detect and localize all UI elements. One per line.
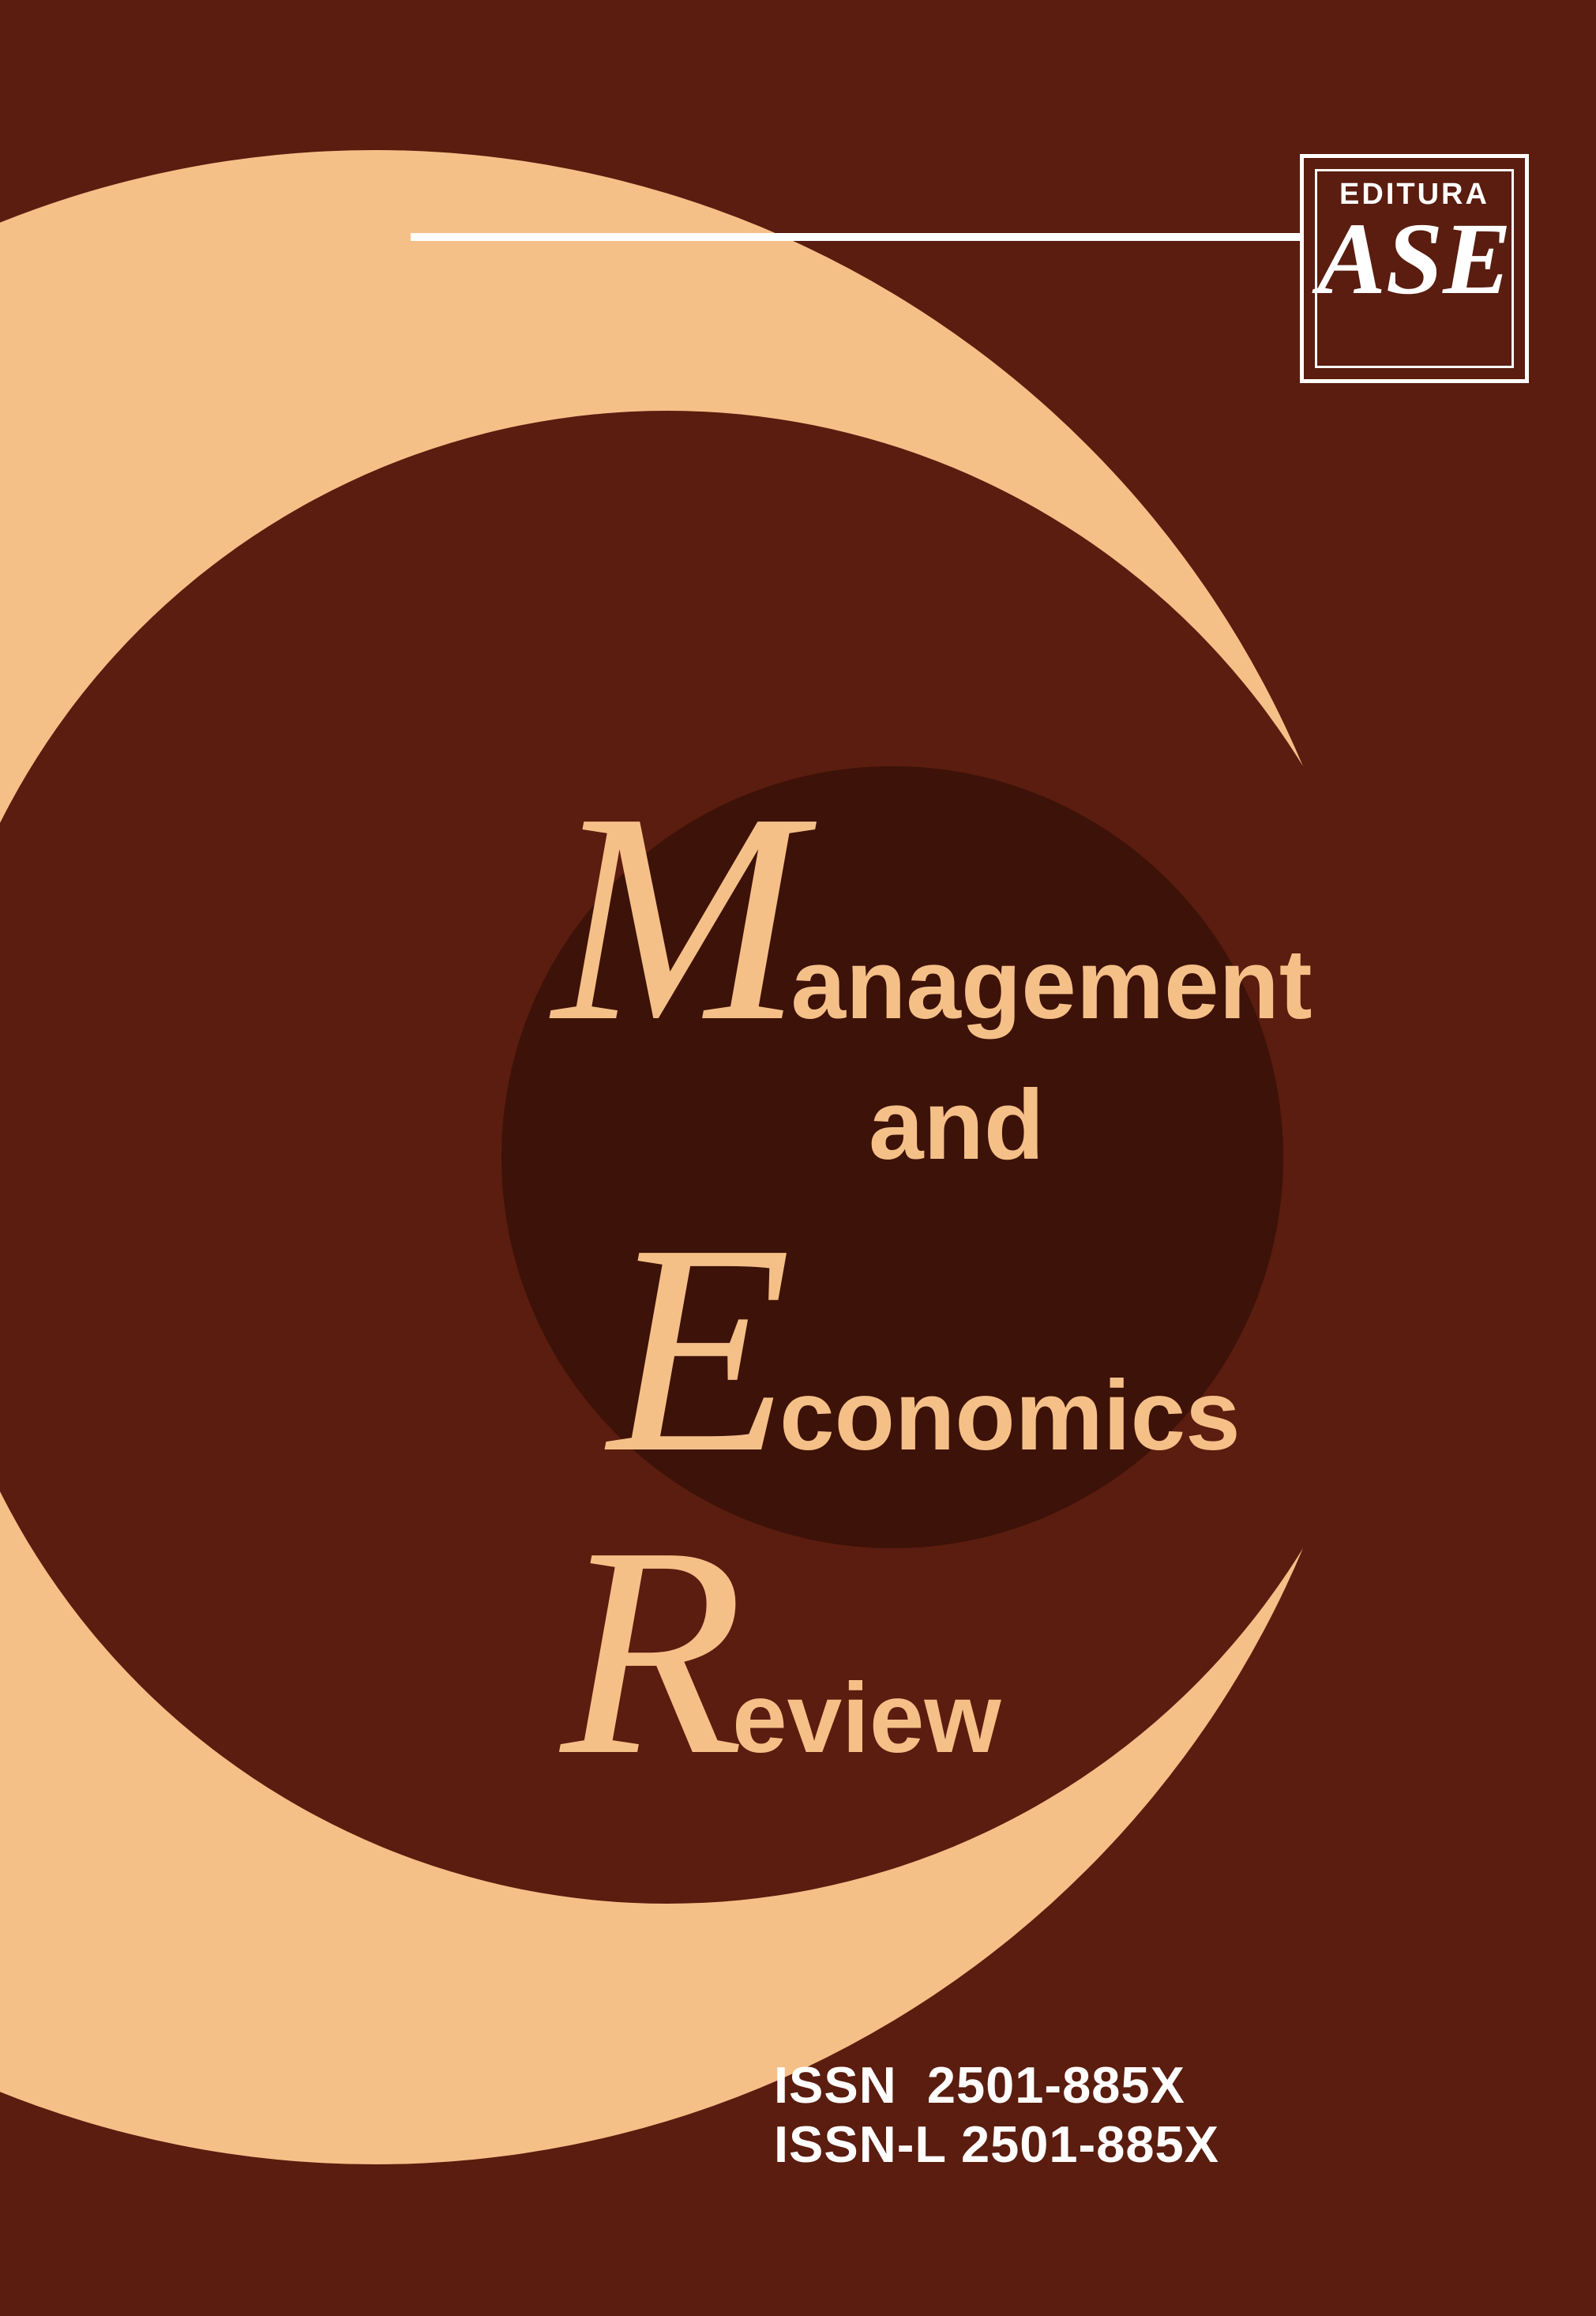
word-management: anagement [791,928,1312,1041]
title-line-1: M anagement [553,790,1540,1045]
issn-block: ISSN 2501-885X ISSN-L 2501-885X [774,2055,1219,2174]
title-line-4: R eview [561,1524,1540,1779]
publisher-name: ASE [1317,208,1512,310]
title-line-3: E conomics [608,1221,1540,1476]
title-line-2: and [869,1069,1540,1182]
initial-r: R [561,1524,744,1779]
initial-m: M [553,790,803,1045]
issn-number: ISSN 2501-885X [774,2055,1219,2115]
word-review: eview [732,1662,1001,1775]
issn-l-number: ISSN-L 2501-885X [774,2115,1219,2174]
word-economics: conomics [779,1359,1241,1472]
publisher-logo: EDITURA ASE [1300,154,1529,383]
initial-e: E [608,1221,791,1476]
journal-title: M anagement and E conomics R eview [513,790,1540,1826]
publisher-logo-inner: EDITURA ASE [1315,169,1514,368]
